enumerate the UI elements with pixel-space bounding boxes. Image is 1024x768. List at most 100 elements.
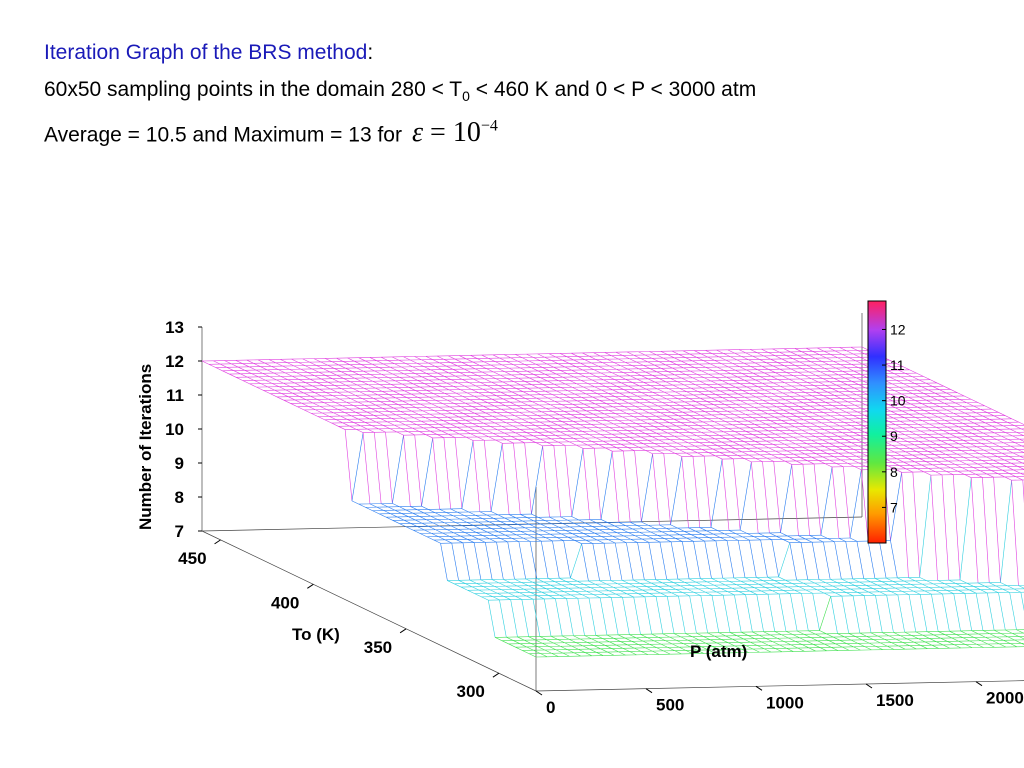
mesh-line [335,419,343,424]
mesh-line [436,355,444,360]
mesh-line [715,540,723,579]
mesh-line [345,384,353,389]
mesh-line [471,518,479,523]
mesh-line [564,445,573,517]
mesh-line [512,589,520,593]
mesh-line [738,410,746,415]
mesh-line [935,409,943,414]
mesh-line [536,578,544,583]
mesh-line [843,405,851,409]
mesh-line [458,399,466,404]
mesh-line [586,427,594,432]
mesh-line [354,360,362,365]
mesh-line [419,386,427,391]
mesh-line [805,538,813,543]
mesh-line [467,590,475,594]
mesh-line [449,389,457,394]
mesh-line [251,373,259,378]
mesh-line [789,457,797,462]
mesh-line [608,393,616,397]
mesh-line [621,528,629,533]
mesh-line [519,429,527,433]
mesh-line [896,380,904,384]
mesh-line [491,528,499,533]
mesh-line [456,409,464,414]
mesh-line [895,407,903,412]
mesh-line [397,404,406,409]
mesh-line [889,438,897,443]
mesh-line [531,367,539,372]
mesh-line [820,534,828,539]
mesh-line [933,583,941,588]
mesh-line [509,401,517,406]
mesh-line [345,367,353,372]
mesh-line [417,380,425,384]
mesh-line [249,366,257,371]
mesh-line [609,382,618,387]
mesh-line [562,523,571,528]
mesh-line [772,410,780,414]
mesh-line [596,437,604,442]
mesh-line [623,372,631,377]
mesh-line [895,424,903,429]
mesh-line [634,372,642,376]
mesh-line [497,514,505,519]
mesh-line [1003,442,1011,447]
mesh-line [981,460,989,464]
mesh-line [922,420,930,425]
mesh-line [556,537,564,541]
mesh-line [460,389,468,394]
mesh-line [460,586,468,591]
mesh-line [912,393,920,398]
mesh-line [666,415,675,420]
mesh-line [529,541,538,579]
mesh-line [933,403,941,407]
mesh-line [961,450,969,455]
mesh-line [545,407,553,412]
mesh-line [425,434,433,439]
mesh-line [582,369,590,374]
mesh-line [511,538,520,542]
mesh-line [640,436,648,441]
mesh-line [793,375,801,380]
mesh-line [385,516,393,521]
mesh-line [535,442,543,447]
mesh-line [604,430,612,435]
mesh-line [785,579,793,584]
mesh-line [1009,428,1017,433]
mesh-line [956,436,964,441]
mesh-line [731,587,739,592]
mesh-line [615,430,624,435]
mesh-line [430,515,438,520]
mesh-line [736,359,744,364]
mesh-line [580,362,588,367]
mesh-line [813,385,821,390]
mesh-line [641,521,649,526]
mesh-line [489,409,497,413]
mesh-line [779,447,787,452]
mesh-line [815,374,823,379]
mesh-line [1000,582,1008,586]
mesh-line [930,475,938,581]
mesh-line [503,354,511,359]
mesh-line [754,424,762,428]
mesh-line [778,576,786,581]
mesh-line [727,410,735,415]
mesh-line [566,417,574,422]
mesh-line [826,419,834,423]
mesh-line [360,364,369,368]
mesh-line [737,376,745,381]
mesh-line [890,410,898,415]
mesh-line [528,422,536,426]
mesh-line [741,373,749,377]
mesh-line [338,364,346,369]
mesh-line [415,407,424,412]
mesh-line [431,403,439,408]
mesh-line [699,527,707,532]
mesh-line [996,422,1004,427]
mesh-line [301,402,309,407]
mesh-line [556,390,564,395]
mesh-line [368,401,376,406]
mesh-line [684,418,693,423]
mesh-line [930,379,938,384]
